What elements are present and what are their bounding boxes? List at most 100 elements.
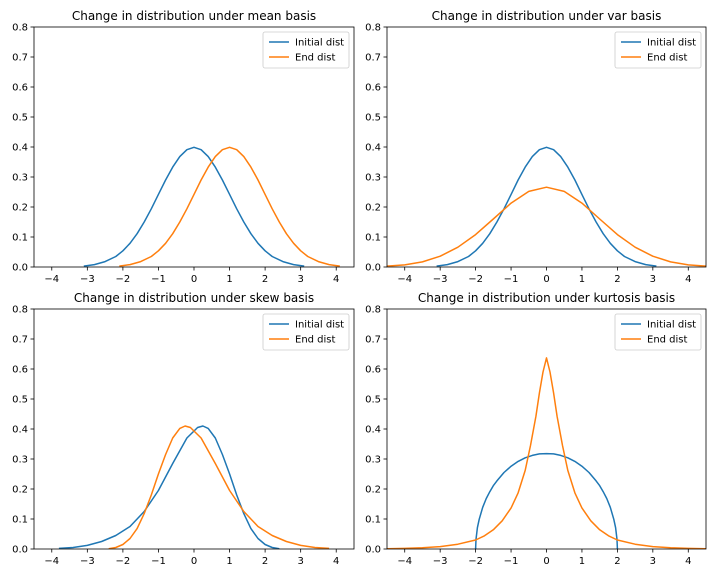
y-tick-label: 0.0 bbox=[365, 545, 381, 556]
x-tick-label: −3 bbox=[80, 556, 95, 567]
legend: Initial dist End dist bbox=[614, 31, 702, 69]
legend-label-end: End dist bbox=[295, 53, 336, 64]
x-tick-label: −3 bbox=[433, 556, 448, 567]
x-tick-label: −4 bbox=[397, 556, 412, 567]
y-tick-label: 0.4 bbox=[12, 143, 28, 154]
x-tick-label: −1 bbox=[151, 556, 166, 567]
x-tick-label: 4 bbox=[685, 556, 691, 567]
y-tick-label: 0.3 bbox=[12, 173, 28, 184]
x-tick-label: 1 bbox=[226, 556, 232, 567]
y-tick-label: 0.1 bbox=[365, 233, 381, 244]
y-tick-label: 0.1 bbox=[12, 233, 28, 244]
x-tick-label: −1 bbox=[504, 274, 519, 285]
x-tick-label: −4 bbox=[44, 274, 59, 285]
x-tick-label: 2 bbox=[614, 556, 620, 567]
y-tick-label: 0.3 bbox=[365, 455, 381, 466]
y-tick-label: 0.1 bbox=[365, 515, 381, 526]
y-tick-label: 0.3 bbox=[365, 173, 381, 184]
subplot-2: Change in distribution under var basis −4… bbox=[365, 9, 707, 285]
y-tick-label: 0.8 bbox=[12, 305, 28, 316]
legend-box bbox=[262, 31, 350, 69]
y-tick-label: 0.4 bbox=[365, 143, 381, 154]
y-tick-label: 0.8 bbox=[365, 305, 381, 316]
subplot-4: Change in distribution under kurtosis ba… bbox=[365, 291, 707, 567]
y-tick-label: 0.7 bbox=[12, 53, 28, 64]
legend: Initial dist End dist bbox=[614, 313, 702, 351]
series-line-initial bbox=[474, 452, 619, 549]
y-tick-label: 0.7 bbox=[365, 53, 381, 64]
x-tick-label: −2 bbox=[468, 274, 483, 285]
y-tick-label: 0.0 bbox=[12, 263, 28, 274]
y-tick-label: 0.5 bbox=[12, 113, 28, 124]
y-tick-label: 0.2 bbox=[365, 485, 381, 496]
x-tick-label: 1 bbox=[579, 556, 585, 567]
y-tick-label: 0.0 bbox=[12, 545, 28, 556]
x-tick-label: −4 bbox=[397, 274, 412, 285]
x-tick-label: 3 bbox=[650, 556, 656, 567]
subplot-1: Change in distribution under mean basis −… bbox=[12, 9, 355, 285]
legend-label-initial: Initial dist bbox=[295, 320, 344, 331]
x-tick-label: −3 bbox=[433, 274, 448, 285]
legend: Initial dist End dist bbox=[262, 313, 350, 351]
subplot-title: Change in distribution under var basis bbox=[432, 9, 662, 23]
x-tick-label: 4 bbox=[685, 274, 691, 285]
x-tick-label: 0 bbox=[543, 274, 549, 285]
x-tick-label: 1 bbox=[579, 274, 585, 285]
legend-box bbox=[614, 313, 702, 351]
x-tick-label: 4 bbox=[333, 556, 339, 567]
x-tick-label: −2 bbox=[116, 274, 131, 285]
series-line-end bbox=[387, 357, 706, 549]
series-line-end bbox=[119, 146, 340, 267]
y-tick-label: 0.4 bbox=[12, 425, 28, 436]
legend: Initial dist End dist bbox=[262, 31, 350, 69]
y-tick-label: 0.2 bbox=[365, 203, 381, 214]
x-tick-label: −4 bbox=[44, 556, 59, 567]
subplot-title: Change in distribution under skew basis bbox=[74, 291, 314, 305]
y-tick-label: 0.3 bbox=[12, 455, 28, 466]
y-tick-label: 0.4 bbox=[365, 425, 381, 436]
x-tick-label: −3 bbox=[80, 274, 95, 285]
x-tick-label: 2 bbox=[262, 274, 268, 285]
y-tick-label: 0.7 bbox=[365, 335, 381, 346]
y-tick-label: 0.6 bbox=[12, 365, 28, 376]
x-tick-label: 0 bbox=[191, 556, 197, 567]
y-tick-label: 0.6 bbox=[365, 365, 381, 376]
legend-label-end: End dist bbox=[295, 335, 336, 346]
y-tick-label: 0.7 bbox=[12, 335, 28, 346]
x-tick-label: −1 bbox=[504, 556, 519, 567]
series-line-end bbox=[387, 186, 706, 267]
legend-label-initial: Initial dist bbox=[295, 38, 344, 49]
x-tick-label: 4 bbox=[333, 274, 339, 285]
y-tick-label: 0.5 bbox=[365, 113, 381, 124]
legend-label-initial: Initial dist bbox=[647, 38, 696, 49]
series-line-initial bbox=[436, 146, 657, 267]
x-tick-label: 0 bbox=[191, 274, 197, 285]
y-tick-label: 0.8 bbox=[365, 23, 381, 34]
x-tick-label: 2 bbox=[262, 556, 268, 567]
subplot-title: Change in distribution under kurtosis ba… bbox=[418, 291, 675, 305]
legend-label-end: End dist bbox=[647, 53, 688, 64]
subplot-3: Change in distribution under skew basis −… bbox=[12, 291, 355, 567]
y-tick-label: 0.8 bbox=[12, 23, 28, 34]
x-tick-label: 3 bbox=[297, 556, 303, 567]
x-tick-label: −2 bbox=[116, 556, 131, 567]
series-line-initial bbox=[83, 146, 305, 267]
x-tick-label: 2 bbox=[614, 274, 620, 285]
y-tick-label: 0.2 bbox=[12, 485, 28, 496]
x-tick-label: 3 bbox=[650, 274, 656, 285]
series-line-initial bbox=[58, 425, 280, 549]
legend-label-initial: Initial dist bbox=[647, 320, 696, 331]
legend-box bbox=[262, 313, 350, 351]
x-tick-label: 1 bbox=[226, 274, 232, 285]
y-tick-label: 0.5 bbox=[12, 395, 28, 406]
x-tick-label: −2 bbox=[468, 556, 483, 567]
y-tick-label: 0.1 bbox=[12, 515, 28, 526]
series-line-end bbox=[108, 425, 330, 549]
x-tick-label: 3 bbox=[297, 274, 303, 285]
x-tick-label: −1 bbox=[151, 274, 166, 285]
legend-box bbox=[614, 31, 702, 69]
y-tick-label: 0.6 bbox=[12, 83, 28, 94]
y-tick-label: 0.5 bbox=[365, 395, 381, 406]
legend-label-end: End dist bbox=[647, 335, 688, 346]
y-tick-label: 0.6 bbox=[365, 83, 381, 94]
